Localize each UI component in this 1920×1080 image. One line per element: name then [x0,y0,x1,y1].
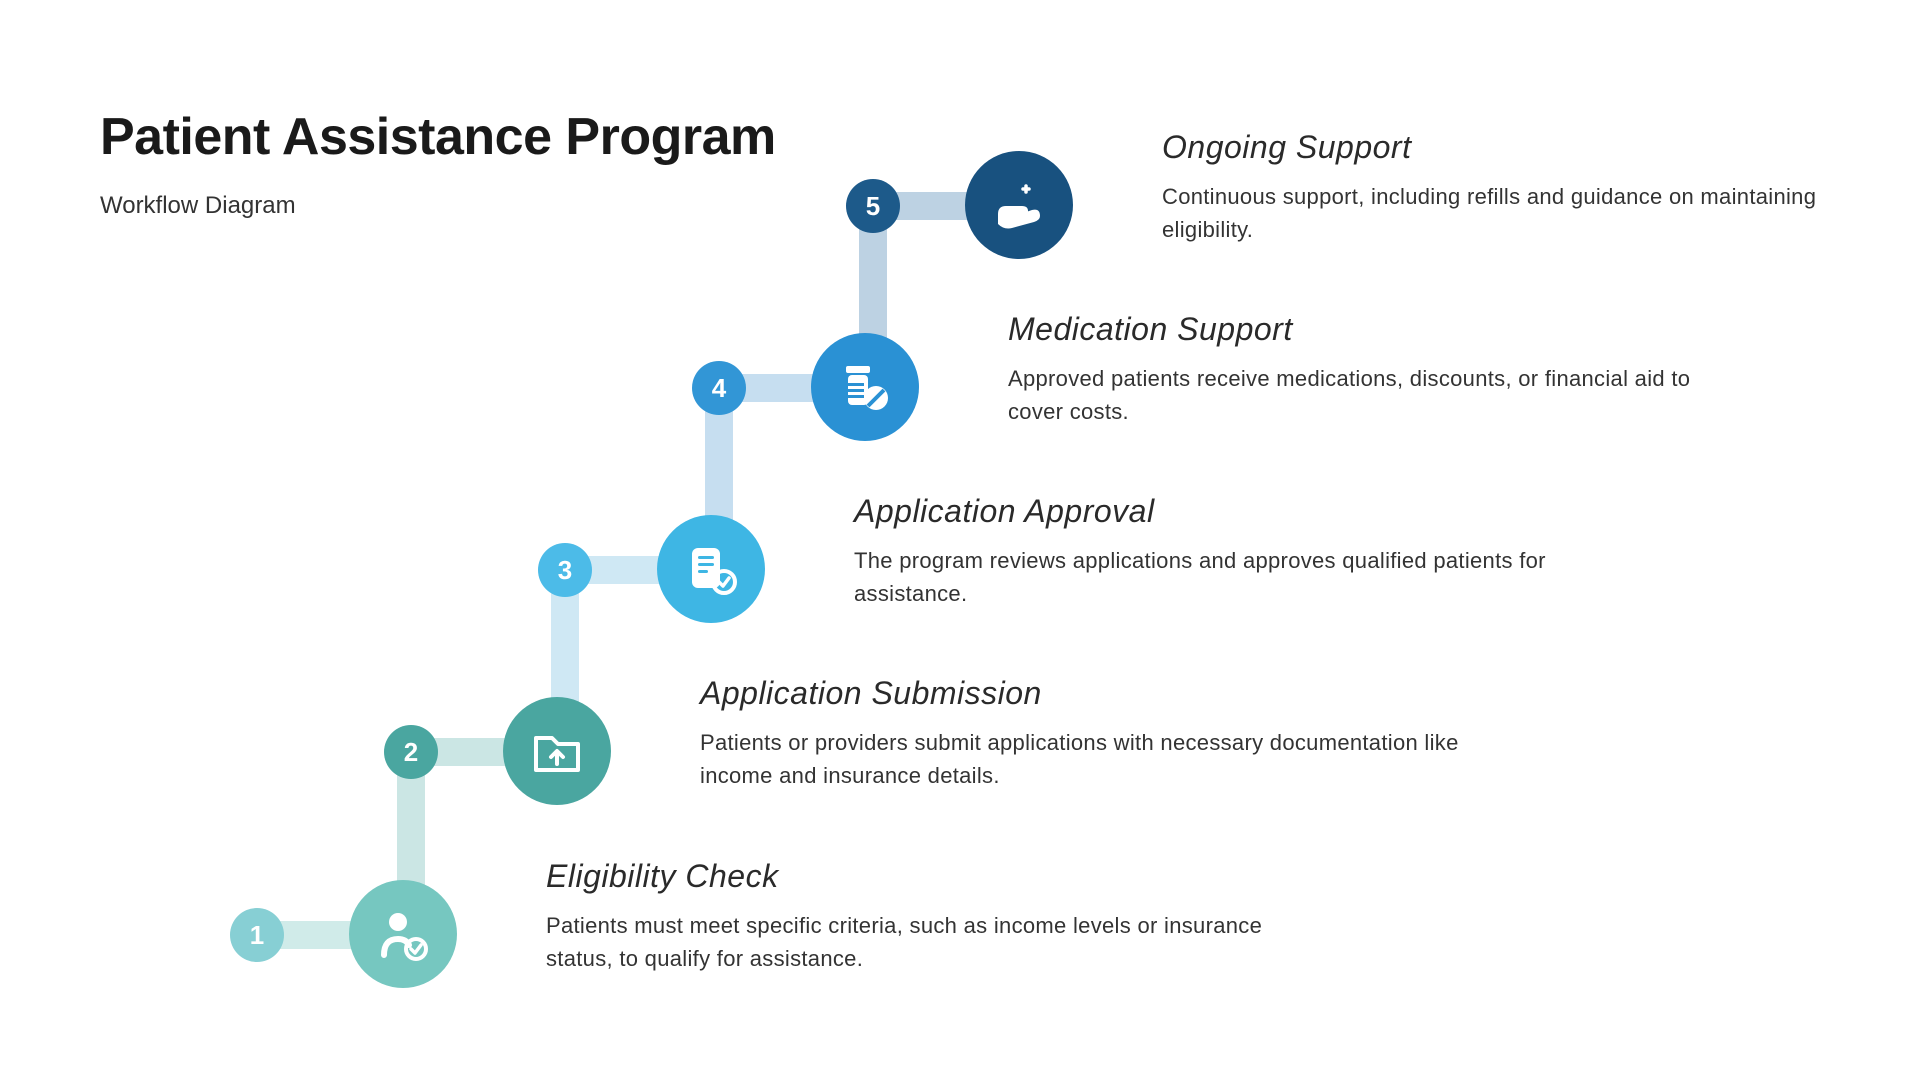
step-text-3: Application Approval The program reviews … [854,493,1614,610]
step-text-2: Application Submission Patients or provid… [700,675,1470,792]
clipboard-check-icon [657,515,765,623]
hand-plus-icon [965,151,1073,259]
step-number-1: 1 [230,908,284,962]
step-number-3: 3 [538,543,592,597]
step-number-5: 5 [846,179,900,233]
user-check-icon [349,880,457,988]
step-title: Eligibility Check [546,858,1326,895]
step-number-2: 2 [384,725,438,779]
step-title: Application Submission [700,675,1470,712]
step-text-4: Medication Support Approved patients rece… [1008,311,1748,428]
step-title: Application Approval [854,493,1614,530]
step-description: Approved patients receive medications, d… [1008,362,1748,428]
step-description: Patients or providers submit application… [700,726,1470,792]
step-title: Ongoing Support [1162,129,1862,166]
step-title: Medication Support [1008,311,1748,348]
step-description: Continuous support, including refills an… [1162,180,1862,246]
step-description: Patients must meet specific criteria, su… [546,909,1326,975]
folder-upload-icon [503,697,611,805]
step-description: The program reviews applications and app… [854,544,1614,610]
pill-jar-icon [811,333,919,441]
step-text-5: Ongoing Support Continuous support, inclu… [1162,129,1862,246]
workflow-diagram: 1 Eligibility Check Patients must meet spe… [0,0,1920,1080]
step-text-1: Eligibility Check Patients must meet spec… [546,858,1326,975]
step-number-4: 4 [692,361,746,415]
